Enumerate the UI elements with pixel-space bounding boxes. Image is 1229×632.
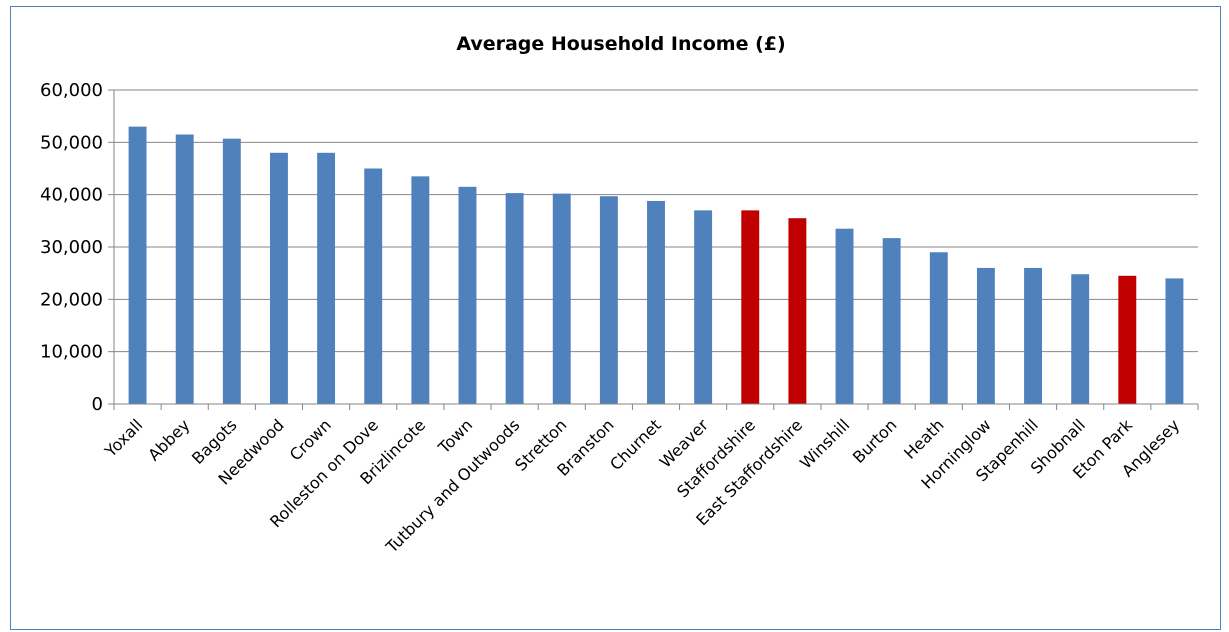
bar-stapenhill: [1024, 267, 1042, 404]
y-tick-label: 40,000: [40, 185, 103, 206]
x-tick-label: Abbey: [144, 415, 193, 464]
y-tick-label: 30,000: [40, 237, 103, 258]
bar-horninglow: [976, 267, 995, 404]
bar-east-staffordshire: [788, 218, 807, 404]
bar-churnet: [647, 200, 665, 404]
bar-anglesey: [1165, 278, 1184, 404]
x-tick-label: Town: [434, 415, 476, 457]
chart-frame: Average Household Income (£) 0 10,000 20,0…: [10, 6, 1221, 630]
bar-abbey: [175, 134, 194, 404]
bar-winshill: [835, 228, 854, 404]
bar-stretton: [552, 193, 571, 404]
x-tick-label: Yoxall: [100, 415, 146, 461]
bar-crown: [317, 152, 336, 404]
x-tick-label: Winshill: [796, 415, 853, 472]
bar-needwood: [270, 152, 288, 404]
bar-tutbury-and-outwoods: [505, 193, 524, 404]
y-tick-label: 0: [92, 394, 103, 415]
bar-shobnall: [1071, 274, 1090, 404]
bar-heath: [929, 252, 948, 404]
y-tick-label: 10,000: [40, 342, 103, 363]
x-tick-label: Churnet: [606, 415, 665, 474]
bar-brizlincote: [411, 176, 430, 404]
bar-staffordshire: [741, 210, 760, 404]
y-tick-label: 50,000: [40, 132, 103, 153]
bar-branston: [599, 196, 618, 404]
bar-yoxall: [128, 126, 147, 404]
y-axis-ticks: 0 10,000 20,000 30,000 40,000 50,000 60,000: [40, 80, 114, 415]
chart-title: Average Household Income (£): [456, 33, 785, 55]
chart-area: Average Household Income (£) 0 10,000 20,0…: [40, 33, 1199, 557]
x-axis-ticks: YoxallAbbeyBagotsNeedwoodCrownRolleston …: [100, 404, 1199, 557]
bar-bagots: [222, 138, 241, 405]
x-tick-label: Burton: [849, 415, 901, 467]
bar-burton: [882, 238, 901, 404]
bars: [128, 126, 1184, 405]
bar-weaver: [694, 210, 713, 404]
bar-rolleston-on-dove: [364, 168, 383, 404]
bar-town: [458, 186, 477, 404]
y-tick-label: 60,000: [40, 80, 103, 101]
bar-eton-park: [1118, 275, 1137, 404]
y-tick-label: 20,000: [40, 289, 103, 310]
axes: [113, 90, 1198, 405]
